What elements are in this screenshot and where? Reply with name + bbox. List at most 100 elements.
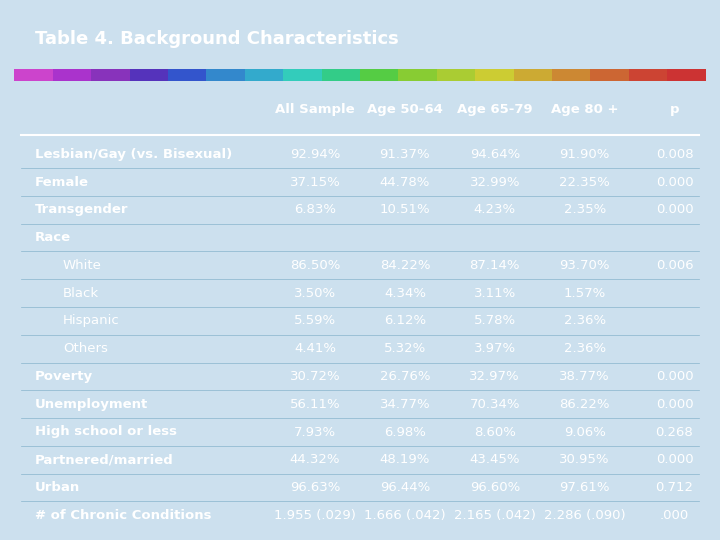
Text: 37.15%: 37.15% (289, 176, 341, 188)
Text: 34.77%: 34.77% (379, 398, 431, 411)
Text: Others: Others (63, 342, 108, 355)
Text: 3.50%: 3.50% (294, 287, 336, 300)
Text: Poverty: Poverty (35, 370, 94, 383)
Text: 1.57%: 1.57% (564, 287, 606, 300)
Text: 0.712: 0.712 (655, 481, 693, 494)
Text: 92.94%: 92.94% (290, 148, 341, 161)
Bar (283, 69, 322, 81)
Text: 4.23%: 4.23% (474, 204, 516, 217)
Text: 32.97%: 32.97% (469, 370, 520, 383)
Bar (629, 69, 667, 81)
Text: 91.90%: 91.90% (559, 148, 610, 161)
Text: Transgender: Transgender (35, 204, 129, 217)
Text: 5.59%: 5.59% (294, 314, 336, 327)
Bar (513, 69, 552, 81)
Text: Race: Race (35, 231, 71, 244)
Text: 87.14%: 87.14% (469, 259, 520, 272)
Text: 96.44%: 96.44% (380, 481, 430, 494)
Text: High school or less: High school or less (35, 426, 177, 438)
Text: 48.19%: 48.19% (379, 453, 430, 466)
Text: All Sample: All Sample (275, 103, 355, 116)
Text: 0.000: 0.000 (656, 398, 693, 411)
Text: Age 65-79: Age 65-79 (457, 103, 533, 116)
Text: White: White (63, 259, 102, 272)
Text: 5.78%: 5.78% (474, 314, 516, 327)
Bar (207, 69, 245, 81)
Text: 3.97%: 3.97% (474, 342, 516, 355)
Text: 8.60%: 8.60% (474, 426, 516, 438)
Bar (53, 69, 91, 81)
Text: # of Chronic Conditions: # of Chronic Conditions (35, 509, 212, 522)
Text: 2.35%: 2.35% (564, 204, 606, 217)
Text: Age 50-64: Age 50-64 (367, 103, 443, 116)
Text: 6.83%: 6.83% (294, 204, 336, 217)
Text: 3.11%: 3.11% (474, 287, 516, 300)
Text: 86.50%: 86.50% (290, 259, 341, 272)
Text: 2.36%: 2.36% (564, 342, 606, 355)
Bar (398, 69, 437, 81)
Text: 44.32%: 44.32% (290, 453, 341, 466)
Text: 32.99%: 32.99% (469, 176, 520, 188)
Text: 0.006: 0.006 (656, 259, 693, 272)
Text: 4.34%: 4.34% (384, 287, 426, 300)
Bar (590, 69, 629, 81)
Text: 70.34%: 70.34% (469, 398, 520, 411)
Text: 30.72%: 30.72% (289, 370, 341, 383)
Text: 0.000: 0.000 (656, 370, 693, 383)
Text: Hispanic: Hispanic (63, 314, 120, 327)
Text: 7.93%: 7.93% (294, 426, 336, 438)
Text: 91.37%: 91.37% (379, 148, 431, 161)
Bar (130, 69, 168, 81)
Text: 4.41%: 4.41% (294, 342, 336, 355)
Text: 96.60%: 96.60% (469, 481, 520, 494)
Text: 43.45%: 43.45% (469, 453, 520, 466)
Text: .000: .000 (660, 509, 689, 522)
Text: Urban: Urban (35, 481, 81, 494)
Text: 0.000: 0.000 (656, 176, 693, 188)
Text: 5.32%: 5.32% (384, 342, 426, 355)
Text: Black: Black (63, 287, 99, 300)
Text: 56.11%: 56.11% (289, 398, 341, 411)
Text: 2.165 (.042): 2.165 (.042) (454, 509, 536, 522)
Text: 97.61%: 97.61% (559, 481, 610, 494)
Text: Female: Female (35, 176, 89, 188)
Text: 30.95%: 30.95% (559, 453, 610, 466)
Text: 1.955 (.029): 1.955 (.029) (274, 509, 356, 522)
Bar (552, 69, 590, 81)
Text: p: p (670, 103, 679, 116)
Bar (667, 69, 706, 81)
Text: 38.77%: 38.77% (559, 370, 610, 383)
Text: 1.666 (.042): 1.666 (.042) (364, 509, 446, 522)
Text: 10.51%: 10.51% (379, 204, 431, 217)
Text: 6.12%: 6.12% (384, 314, 426, 327)
Text: 96.63%: 96.63% (290, 481, 341, 494)
Text: 93.70%: 93.70% (559, 259, 610, 272)
Text: 44.78%: 44.78% (379, 176, 430, 188)
Text: Table 4. Background Characteristics: Table 4. Background Characteristics (35, 30, 399, 48)
Bar (475, 69, 513, 81)
Bar (91, 69, 130, 81)
Bar (437, 69, 475, 81)
Text: 84.22%: 84.22% (379, 259, 430, 272)
Text: Partnered/married: Partnered/married (35, 453, 174, 466)
Text: 2.36%: 2.36% (564, 314, 606, 327)
Text: Lesbian/Gay (vs. Bisexual): Lesbian/Gay (vs. Bisexual) (35, 148, 233, 161)
Text: 86.22%: 86.22% (559, 398, 610, 411)
Bar (322, 69, 360, 81)
Text: Unemployment: Unemployment (35, 398, 148, 411)
Text: 0.000: 0.000 (656, 453, 693, 466)
Text: 22.35%: 22.35% (559, 176, 610, 188)
Text: Age 80 +: Age 80 + (551, 103, 618, 116)
Bar (360, 69, 398, 81)
Text: 0.268: 0.268 (656, 426, 693, 438)
Text: 0.000: 0.000 (656, 204, 693, 217)
Text: 9.06%: 9.06% (564, 426, 606, 438)
Text: 2.286 (.090): 2.286 (.090) (544, 509, 626, 522)
Bar (245, 69, 283, 81)
Text: 6.98%: 6.98% (384, 426, 426, 438)
Bar (14, 69, 53, 81)
Text: 94.64%: 94.64% (469, 148, 520, 161)
Text: 0.008: 0.008 (656, 148, 693, 161)
Bar (168, 69, 207, 81)
Text: 26.76%: 26.76% (379, 370, 430, 383)
